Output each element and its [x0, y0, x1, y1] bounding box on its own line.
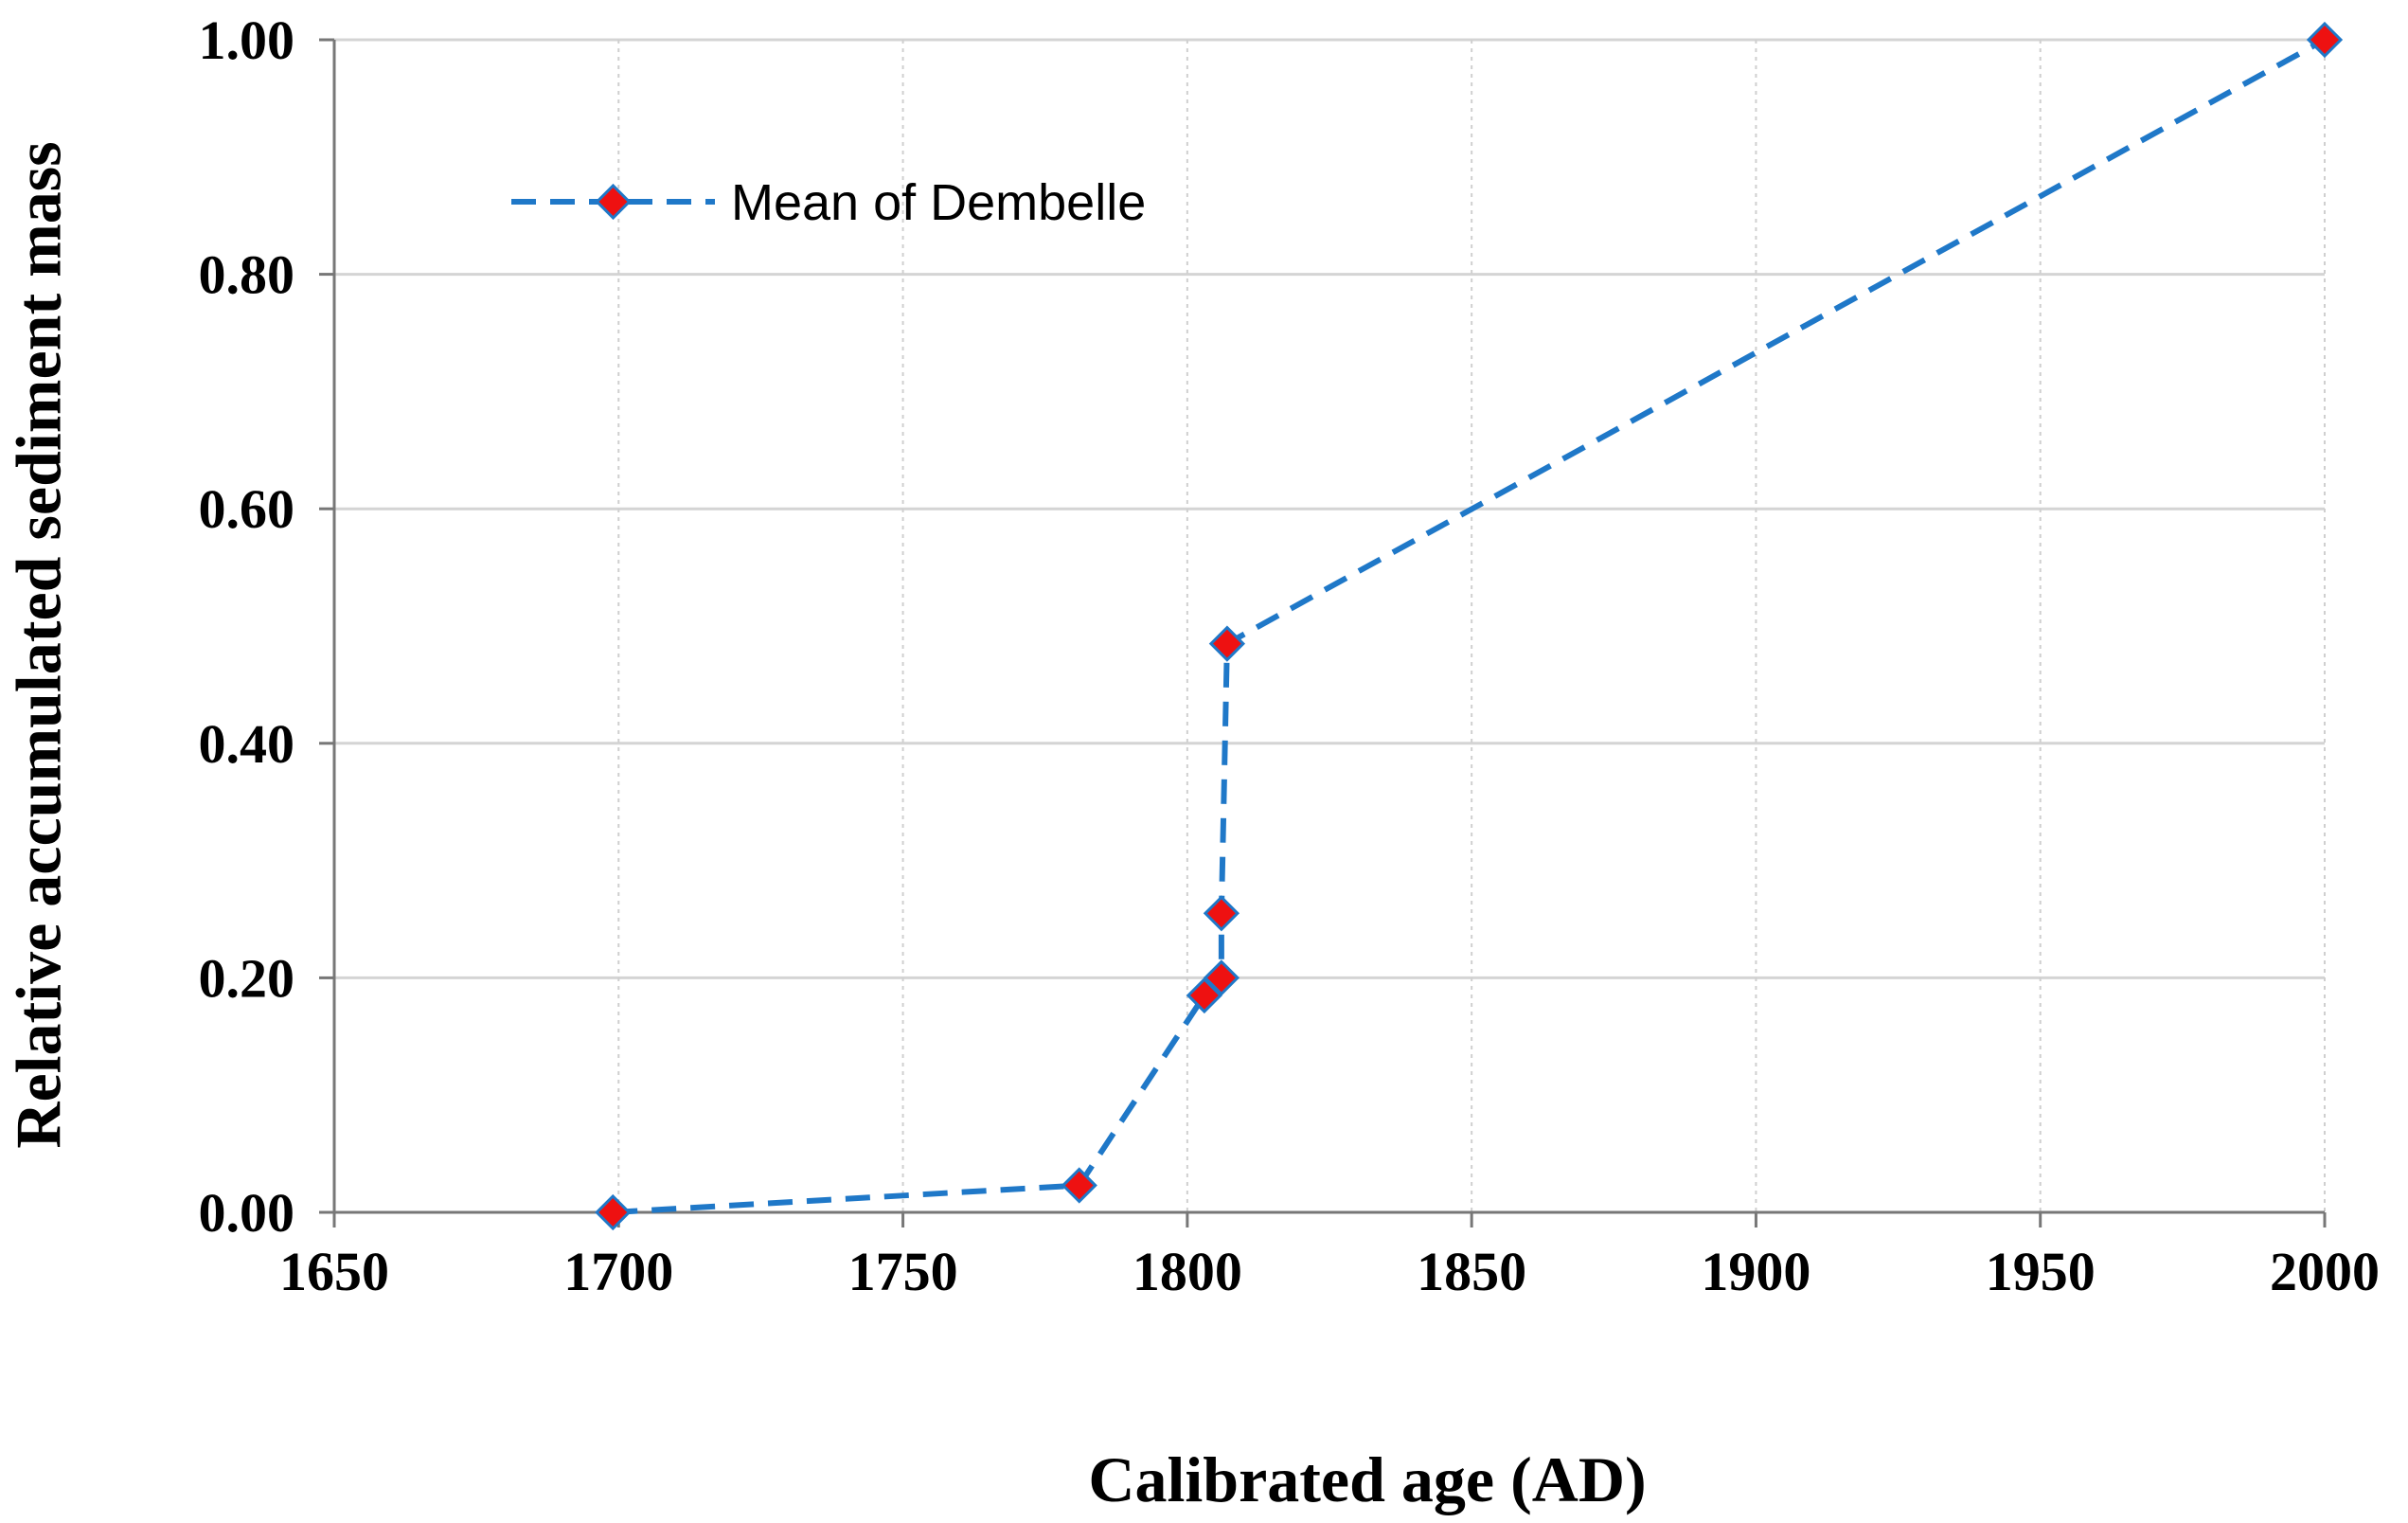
y-tick-label: 0.00: [199, 1182, 295, 1244]
data-point-marker: [1208, 625, 1246, 662]
data-point-marker: [1061, 1167, 1097, 1204]
x-tick-label: 1700: [563, 1241, 673, 1302]
data-point-marker: [1203, 959, 1240, 996]
y-tick-label: 0.60: [199, 478, 295, 540]
grid-lines: [334, 38, 2326, 1212]
x-tick-label: 1750: [848, 1241, 958, 1302]
x-tick-label: 2000: [2270, 1241, 2380, 1302]
x-tick-label: 1650: [279, 1241, 389, 1302]
y-tick-label: 0.80: [199, 244, 295, 306]
tick-labels: 0.00 0.20 0.40 0.60 0.80 1.00 1650 1700 1750 1800…: [199, 9, 2381, 1302]
legend-label: Mean of Dembelle: [731, 174, 1146, 231]
data-series: [595, 21, 2344, 1231]
legend-marker-icon: [595, 183, 632, 221]
x-tick-label: 1800: [1133, 1241, 1242, 1302]
legend: Mean of Dembelle: [511, 174, 1146, 231]
x-tick-label: 1950: [1986, 1241, 2096, 1302]
y-tick-label: 0.40: [199, 713, 295, 775]
x-tick-label: 1900: [1701, 1241, 1810, 1302]
data-point-marker: [595, 1193, 632, 1231]
data-point-marker: [1203, 895, 1240, 932]
data-point-marker: [2306, 21, 2344, 59]
axes: [319, 38, 2327, 1227]
y-axis-title: Relative accumulated sediment mass: [3, 141, 75, 1148]
y-tick-label: 0.20: [199, 947, 295, 1009]
x-axis-title: Calibrated age (AD): [1088, 1443, 1646, 1515]
data-point-marker: [1186, 977, 1222, 1014]
x-tick-label: 1850: [1417, 1241, 1526, 1302]
y-tick-label: 1.00: [199, 9, 295, 71]
